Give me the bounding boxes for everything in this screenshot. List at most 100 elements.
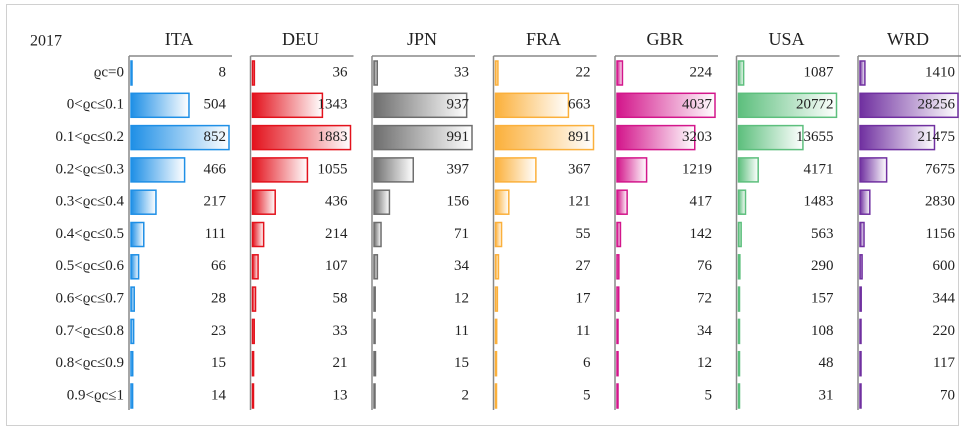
data-bar — [373, 286, 376, 312]
cell-value: 20772 — [796, 97, 834, 113]
data-bar — [130, 189, 157, 215]
cell-value: 15 — [211, 355, 226, 371]
data-bar — [616, 60, 624, 86]
row-label: 0.5<ϱc≤0.6 — [56, 258, 125, 274]
data-bar — [616, 254, 620, 280]
cell-value: 15 — [454, 355, 469, 371]
data-bar — [130, 92, 190, 119]
cell-value: 7675 — [925, 161, 955, 177]
data-bar — [130, 383, 134, 409]
row-label: 0.1<ϱc≤0.2 — [56, 129, 124, 145]
data-bar — [251, 157, 309, 183]
cell-value: 13655 — [796, 129, 834, 145]
data-bar — [251, 286, 257, 312]
cell-value: 72 — [697, 291, 712, 307]
data-bar — [130, 318, 135, 345]
data-bar — [737, 383, 741, 409]
data-bar — [494, 254, 500, 280]
cell-value: 157 — [811, 291, 834, 307]
cell-value: 27 — [576, 258, 592, 274]
data-bar — [737, 124, 804, 151]
cell-value: 600 — [933, 258, 956, 274]
data-bar — [859, 221, 865, 248]
data-bar — [859, 254, 863, 280]
cell-value: 344 — [933, 291, 956, 307]
data-bar — [130, 221, 145, 248]
data-bar — [373, 221, 382, 248]
data-bar — [859, 350, 862, 377]
cell-value: 17 — [576, 291, 592, 307]
data-bar — [616, 221, 622, 248]
cell-value: 1410 — [925, 64, 955, 80]
cell-value: 852 — [204, 129, 227, 145]
data-bar — [373, 383, 376, 409]
data-bar — [737, 254, 741, 280]
column-header: DEU — [282, 29, 319, 49]
cell-value: 12 — [697, 355, 712, 371]
cell-value: 108 — [811, 323, 834, 339]
cell-value: 1343 — [318, 97, 348, 113]
cell-value: 3203 — [682, 129, 712, 145]
cell-value: 33 — [333, 323, 348, 339]
data-bar — [373, 254, 379, 280]
row-label: ϱc=0 — [94, 64, 124, 80]
data-bar — [737, 350, 741, 377]
cell-value: 76 — [697, 258, 713, 274]
cell-value: 117 — [933, 355, 955, 371]
cell-value: 121 — [568, 194, 591, 210]
cell-value: 5 — [583, 387, 591, 403]
data-bar — [130, 124, 230, 151]
data-bar — [130, 157, 186, 183]
cell-value: 21475 — [918, 129, 956, 145]
cell-value: 33 — [454, 64, 469, 80]
column-header: USA — [768, 29, 804, 49]
cell-value: 217 — [204, 194, 227, 210]
data-bar — [616, 189, 628, 215]
cell-value: 1219 — [682, 161, 712, 177]
cell-value: 36 — [333, 64, 349, 80]
data-bar — [494, 286, 499, 312]
data-bar — [494, 383, 498, 409]
data-bar — [737, 221, 742, 248]
cell-value: 1883 — [318, 129, 348, 145]
cell-value: 663 — [568, 97, 591, 113]
data-bar — [130, 60, 133, 86]
data-bar — [737, 157, 759, 183]
data-bar — [494, 92, 570, 119]
cell-value: 14 — [211, 387, 227, 403]
cell-value: 1055 — [318, 161, 348, 177]
data-bar — [859, 124, 936, 151]
cell-value: 2830 — [925, 194, 955, 210]
cell-value: 8 — [219, 64, 227, 80]
data-bar — [616, 350, 619, 377]
data-bar — [737, 60, 745, 86]
data-bar — [616, 157, 648, 183]
data-bar — [737, 318, 741, 345]
data-bar — [859, 189, 871, 215]
data-bar — [373, 92, 468, 119]
data-bar — [494, 157, 537, 183]
row-label: 0.3<ϱc≤0.4 — [56, 194, 125, 210]
row-label: 0.7<ϱc≤0.8 — [56, 323, 124, 339]
data-bar — [373, 60, 379, 86]
cell-value: 466 — [204, 161, 227, 177]
data-bar — [494, 60, 499, 86]
cell-value: 563 — [811, 226, 834, 242]
data-bar — [130, 286, 135, 312]
cell-value: 991 — [447, 129, 470, 145]
row-label: 0.9<ϱc≤1 — [67, 387, 124, 403]
frame — [6, 4, 959, 426]
cell-value: 417 — [690, 194, 713, 210]
cell-value: 290 — [811, 258, 834, 274]
cell-value: 66 — [211, 258, 227, 274]
cell-value: 34 — [697, 323, 713, 339]
cell-value: 34 — [454, 258, 470, 274]
cell-value: 55 — [576, 226, 591, 242]
cell-value: 28256 — [918, 97, 956, 113]
cell-value: 504 — [204, 97, 227, 113]
cell-value: 1483 — [804, 194, 834, 210]
data-bar — [251, 189, 276, 215]
data-bar — [859, 60, 866, 86]
data-bar — [737, 189, 747, 215]
data-bar — [251, 318, 255, 345]
